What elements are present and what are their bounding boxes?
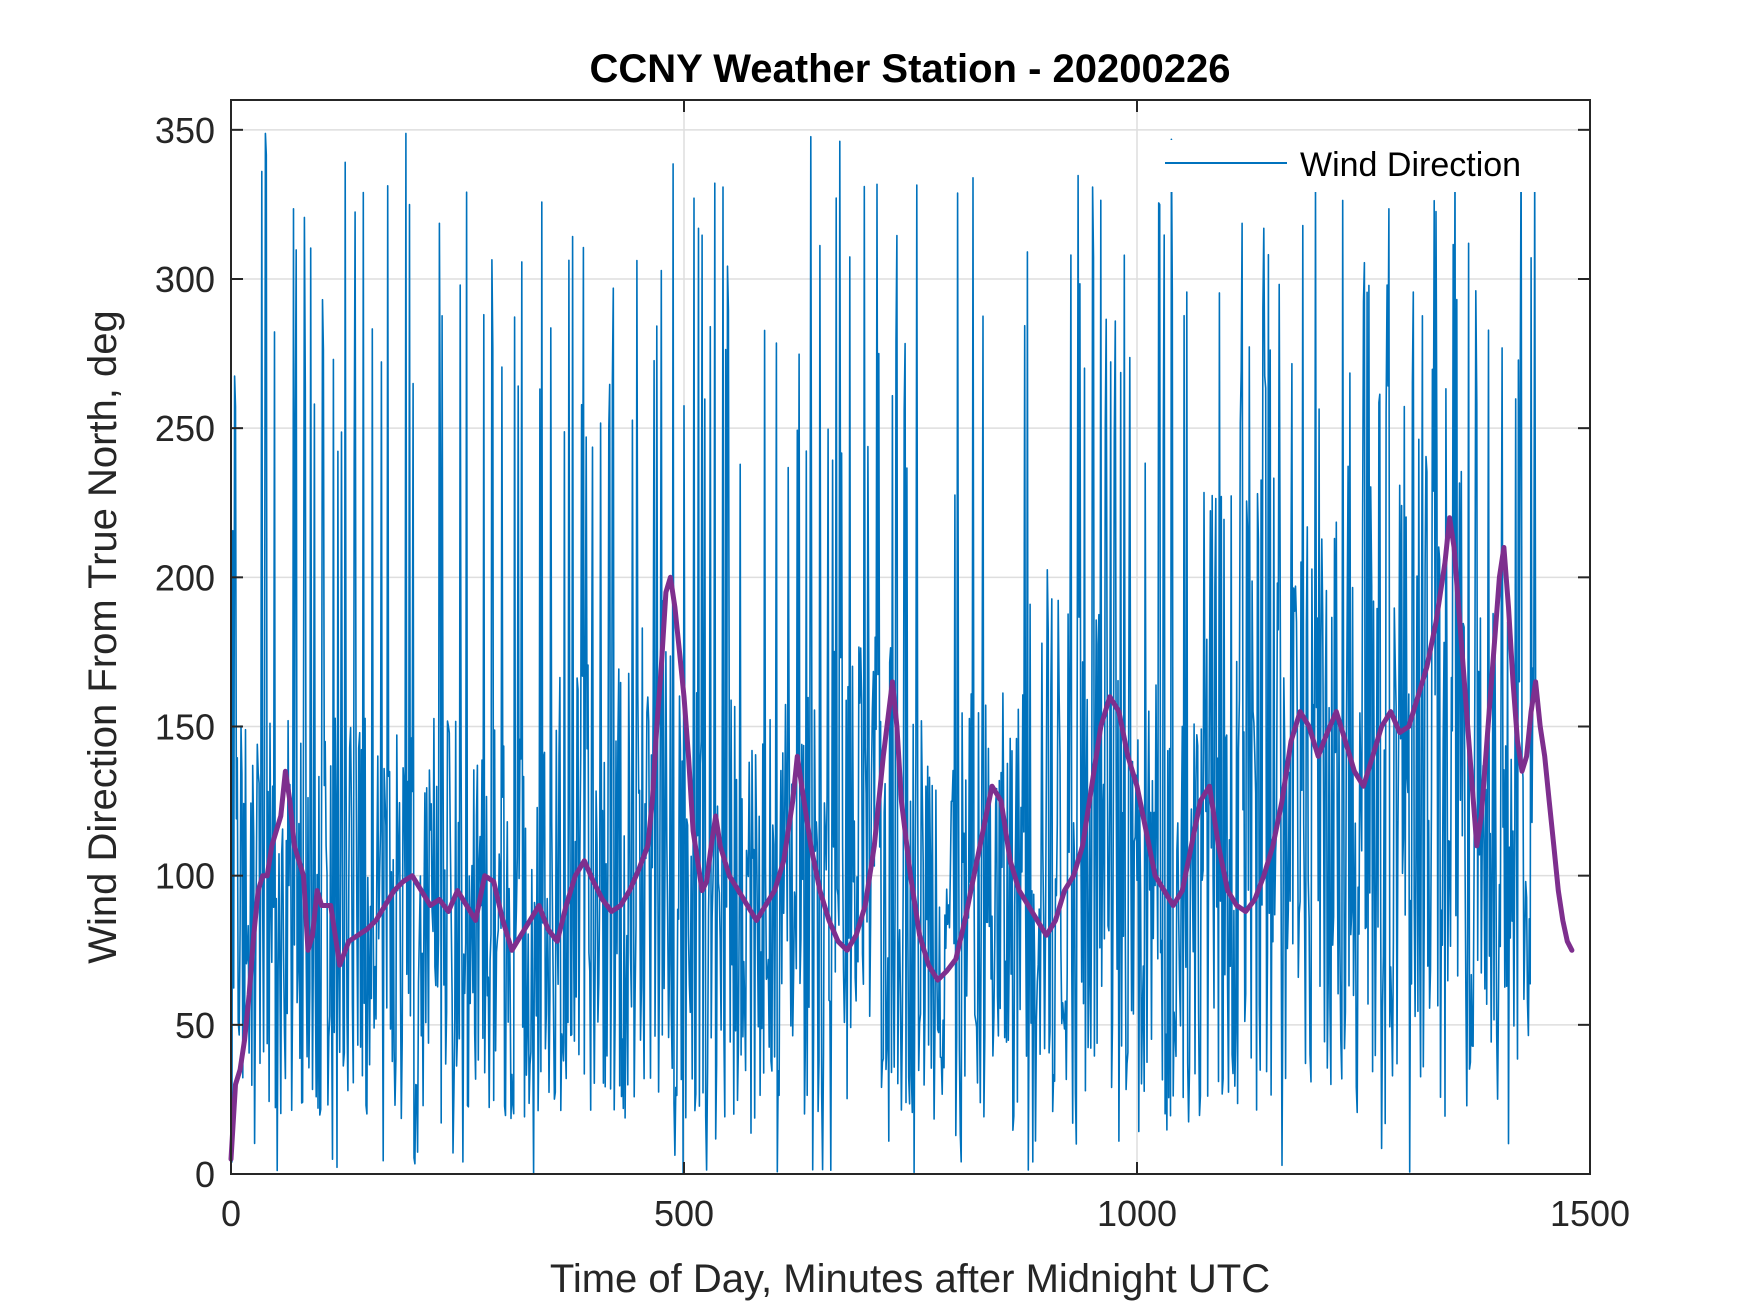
y-axis-label: Wind Direction From True North, deg [81, 310, 125, 964]
y-tick-label: 150 [155, 707, 215, 748]
y-tick-label: 100 [155, 856, 215, 897]
y-tick-label: 50 [175, 1005, 215, 1046]
legend: Wind Direction [1162, 140, 1564, 192]
y-tick-label: 250 [155, 408, 215, 449]
legend-label-wind-direction: Wind Direction [1300, 146, 1521, 184]
y-tick-label: 0 [195, 1154, 215, 1195]
x-tick-label: 500 [654, 1193, 714, 1234]
wind-direction-series [230, 132, 1537, 1175]
x-tick-label: 1500 [1550, 1193, 1630, 1234]
chart-title: CCNY Weather Station - 20200226 [590, 47, 1231, 91]
wind-direction-line [230, 132, 1537, 1175]
y-tick-label: 350 [155, 110, 215, 151]
smoothed-series [228, 515, 1575, 1162]
plot-area-frame [230, 99, 1591, 1175]
y-tick-label: 300 [155, 259, 215, 300]
x-tick-label: 0 [221, 1193, 241, 1234]
x-axis-label: Time of Day, Minutes after Midnight UTC [550, 1257, 1270, 1301]
axis-ticks: 0 500 1000 1500 0 50 100 150 200 250 300 350 [155, 100, 1630, 1234]
y-tick-label: 200 [155, 557, 215, 598]
smoothed-line [228, 515, 1575, 1162]
x-tick-label: 1000 [1097, 1193, 1177, 1234]
legend-box [1162, 140, 1564, 192]
